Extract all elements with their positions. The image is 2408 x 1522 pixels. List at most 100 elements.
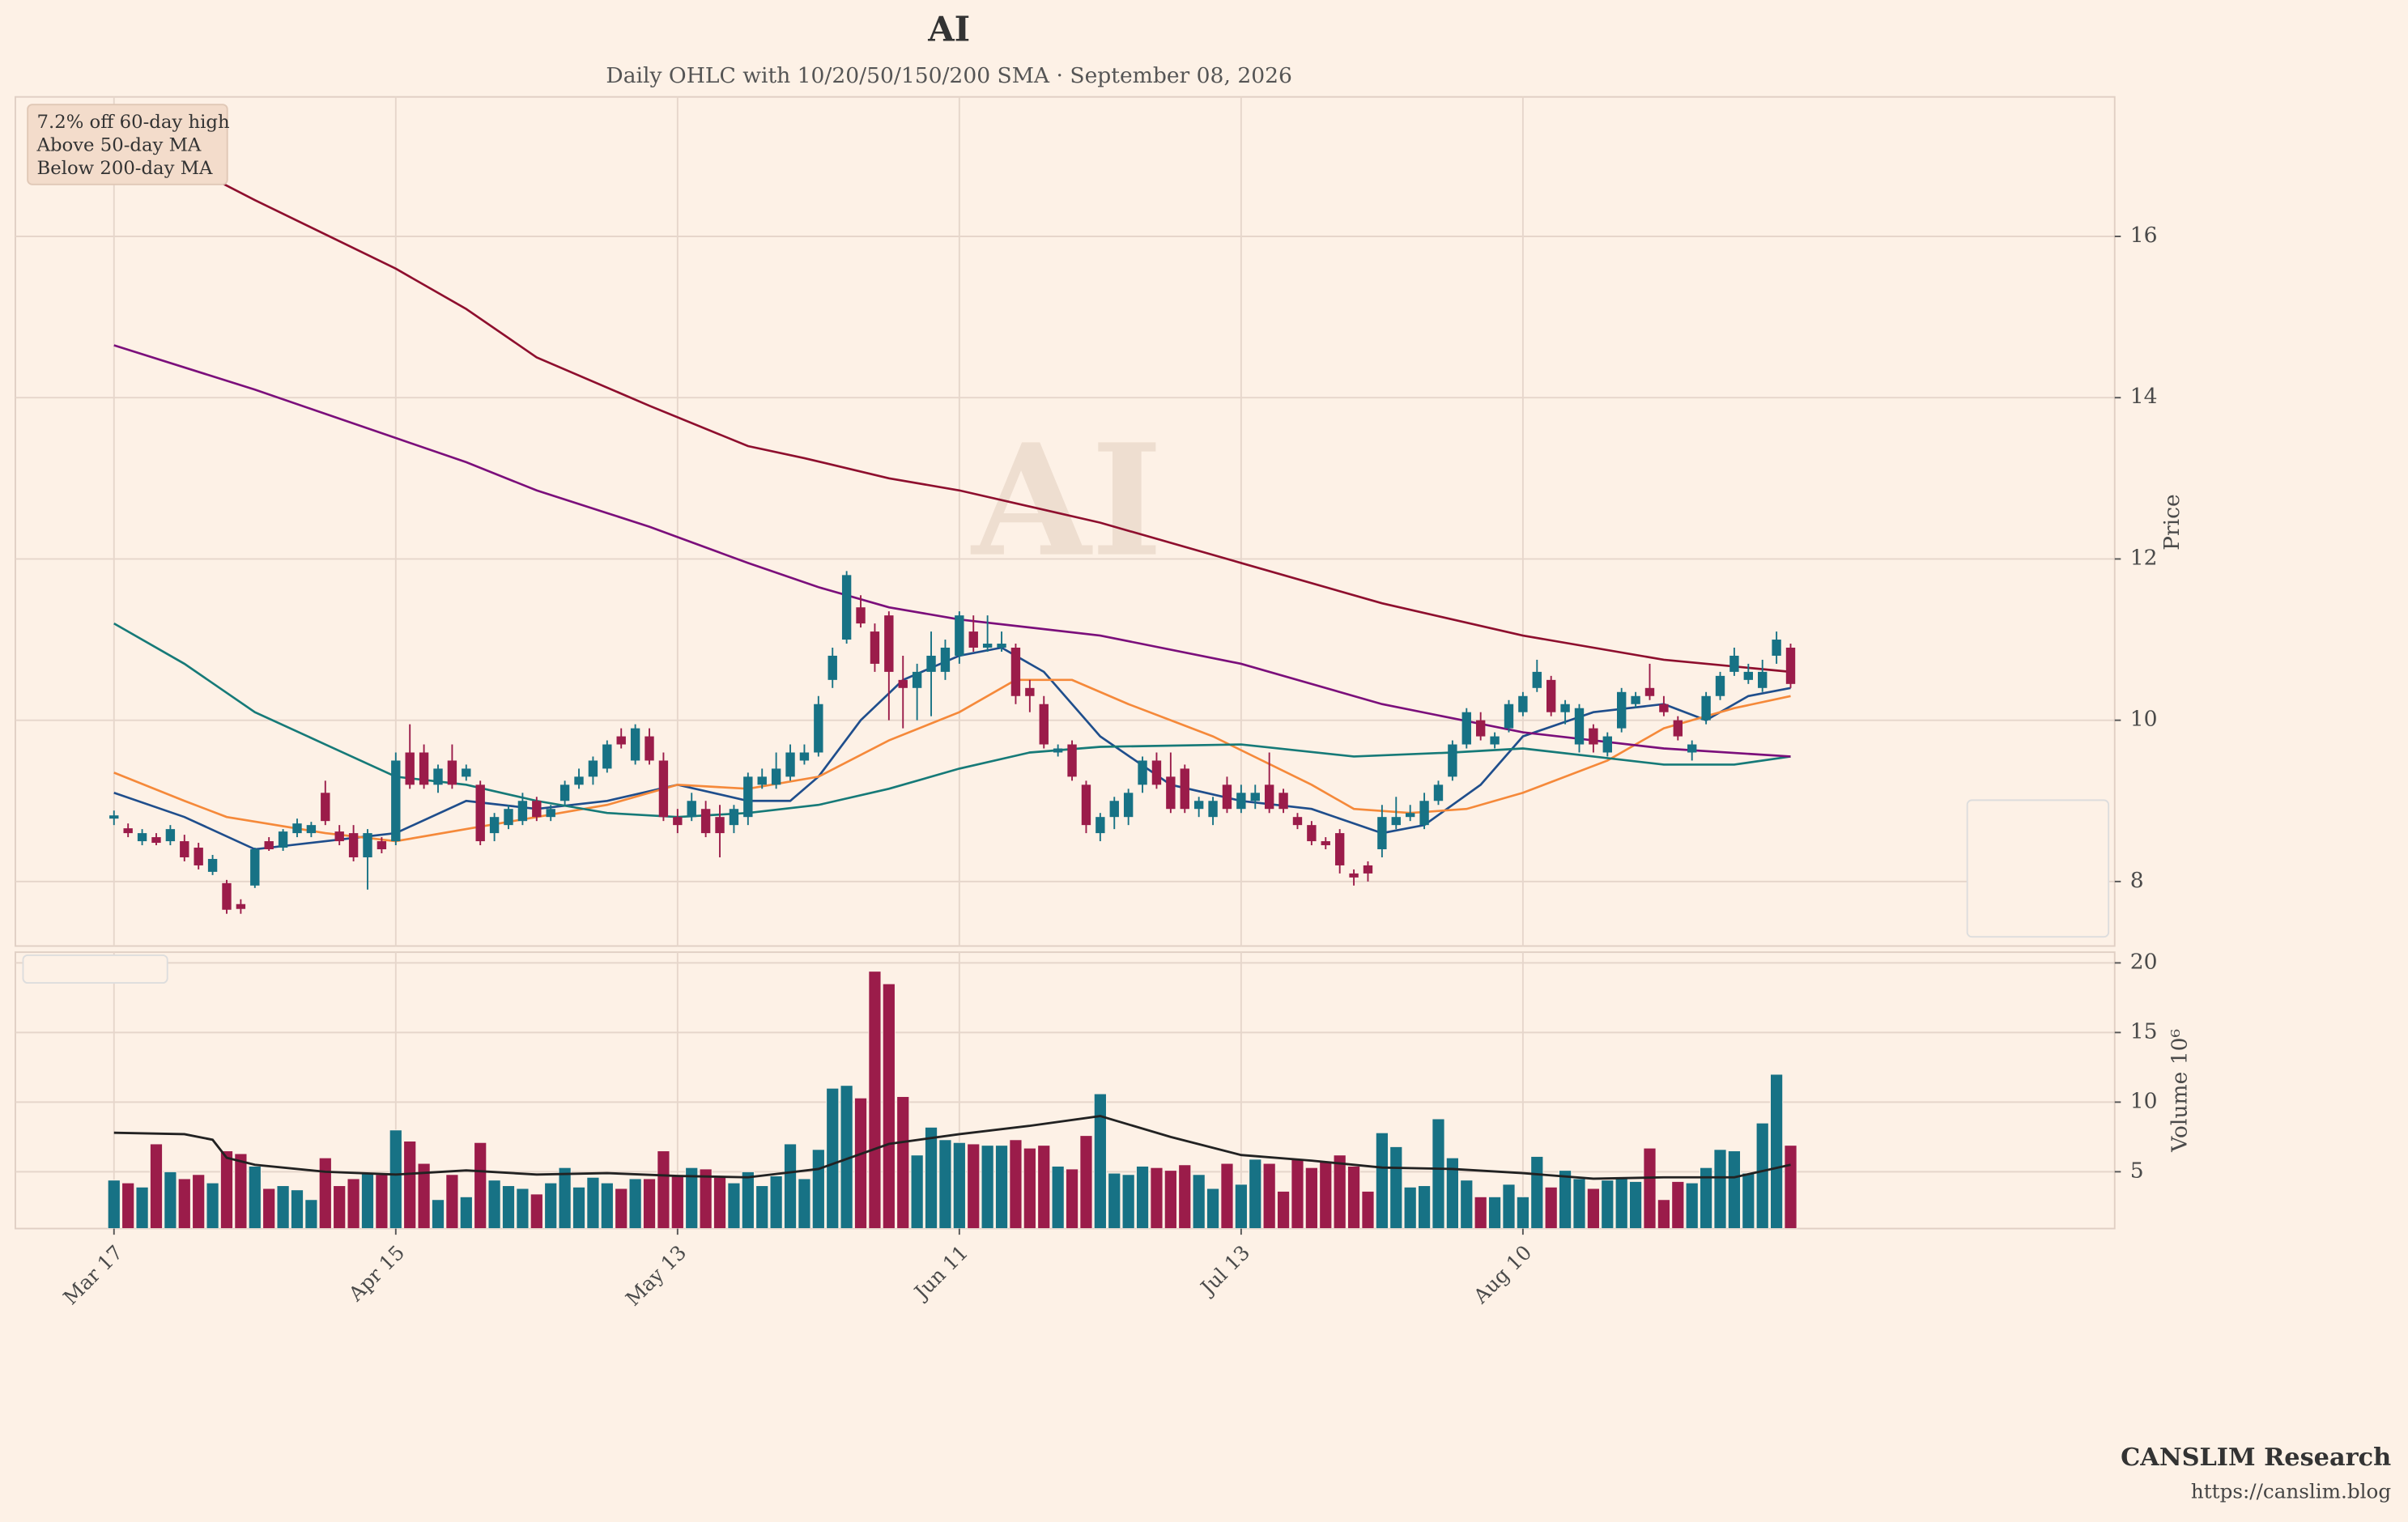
candle-body (715, 817, 725, 834)
candle-body (1264, 784, 1274, 810)
volume-bar (1164, 1170, 1177, 1229)
volume-bar (1079, 1135, 1093, 1229)
candle-body (391, 760, 401, 842)
volume-bar (389, 1129, 402, 1229)
candle-body (1039, 704, 1049, 745)
volume-bar (924, 1126, 938, 1229)
candle-body (743, 776, 753, 818)
volume-bar (290, 1189, 304, 1229)
volume-bar (713, 1176, 727, 1229)
candle-body (1589, 728, 1598, 745)
line-series (113, 678, 1791, 843)
candle-body (489, 817, 500, 834)
candle-body (532, 801, 542, 818)
candle-body (1461, 712, 1471, 745)
volume-bar (967, 1143, 981, 1229)
volume-bar (1023, 1147, 1036, 1229)
line-series (113, 344, 1791, 758)
volume-bar (206, 1182, 219, 1229)
candle-body (278, 831, 288, 848)
candle-body (1222, 784, 1232, 810)
candle-body (180, 841, 189, 857)
candle-body (1067, 744, 1077, 777)
y-tick-label: 20 (2130, 949, 2158, 974)
volume-bar (1304, 1167, 1318, 1229)
candle-body (1433, 784, 1444, 801)
volume-bar (1559, 1170, 1572, 1229)
y-axis-label: Price (2159, 494, 2185, 551)
volume-bar (1009, 1139, 1023, 1229)
volume-bar (1530, 1155, 1544, 1229)
volume-bar (1700, 1167, 1713, 1229)
volume-bar (699, 1168, 713, 1229)
y-tick-label: 15 (2130, 1018, 2158, 1044)
volume-bar (1586, 1188, 1600, 1229)
candle-body (898, 679, 908, 688)
candle-body (504, 809, 513, 826)
legend-box (1966, 799, 2110, 938)
candle-body (870, 631, 880, 664)
candle-body (1081, 784, 1091, 826)
volume-bar (1629, 1180, 1643, 1229)
candle-body (799, 752, 810, 761)
volume-bar (1615, 1176, 1628, 1229)
volume-bar (1784, 1145, 1797, 1229)
candle-body (1758, 671, 1768, 688)
volume-bar (868, 971, 882, 1229)
volume-bar (530, 1193, 543, 1229)
volume-bar (1432, 1118, 1445, 1229)
candle-body (109, 815, 119, 819)
candle-body (616, 736, 626, 745)
volume-bar (1727, 1150, 1741, 1229)
volume-bar (938, 1139, 952, 1229)
candle-body (1138, 760, 1147, 785)
candle-body (1659, 704, 1669, 712)
candle-body (1180, 768, 1189, 810)
annotation: Above 50-day MA (36, 134, 202, 155)
candle-body (687, 801, 696, 818)
candle-body (1208, 801, 1218, 818)
candle-body (1602, 736, 1612, 753)
candle-body (1334, 833, 1345, 865)
volume-bar (1178, 1164, 1192, 1229)
volume-bar (755, 1185, 769, 1229)
candle-body (1123, 793, 1134, 818)
candle-body (785, 752, 795, 777)
candle-body (940, 648, 951, 672)
candle-body (856, 607, 866, 624)
candle-body (292, 823, 302, 834)
volume-bar (572, 1186, 586, 1229)
candle-body (729, 809, 739, 826)
volume-bar (615, 1188, 628, 1229)
volume-bar (1742, 1172, 1755, 1229)
candle-body (771, 768, 781, 785)
volume-bar (403, 1141, 417, 1229)
volume-bar (952, 1142, 966, 1229)
candle-body (1673, 720, 1683, 737)
legend-box (22, 954, 168, 984)
volume-bar (1418, 1185, 1432, 1229)
volume-bar (135, 1186, 149, 1229)
volume-bar (107, 1180, 121, 1229)
candle-body (1166, 776, 1176, 810)
candle-body (997, 644, 1006, 648)
candle-body (137, 833, 147, 842)
candle-body (1687, 744, 1697, 753)
y-tick-label: 14 (2130, 384, 2158, 409)
y-axis-label: Volume 10⁶ (2167, 1029, 2192, 1153)
candle-body (321, 793, 330, 822)
candle-body (1025, 687, 1035, 696)
candle-body (222, 882, 232, 910)
line-series (113, 646, 1791, 851)
volume-bar (685, 1167, 699, 1229)
candle-body (1292, 817, 1303, 826)
volume-bar (1474, 1196, 1487, 1229)
volume-bar (769, 1176, 783, 1229)
candle-body (1785, 648, 1796, 684)
volume-bar (1516, 1196, 1529, 1229)
candle-body (1546, 679, 1556, 712)
volume-bar (1206, 1188, 1220, 1229)
candle-body (334, 831, 344, 842)
volume-bar (1347, 1166, 1361, 1229)
candle-body (1560, 704, 1570, 712)
